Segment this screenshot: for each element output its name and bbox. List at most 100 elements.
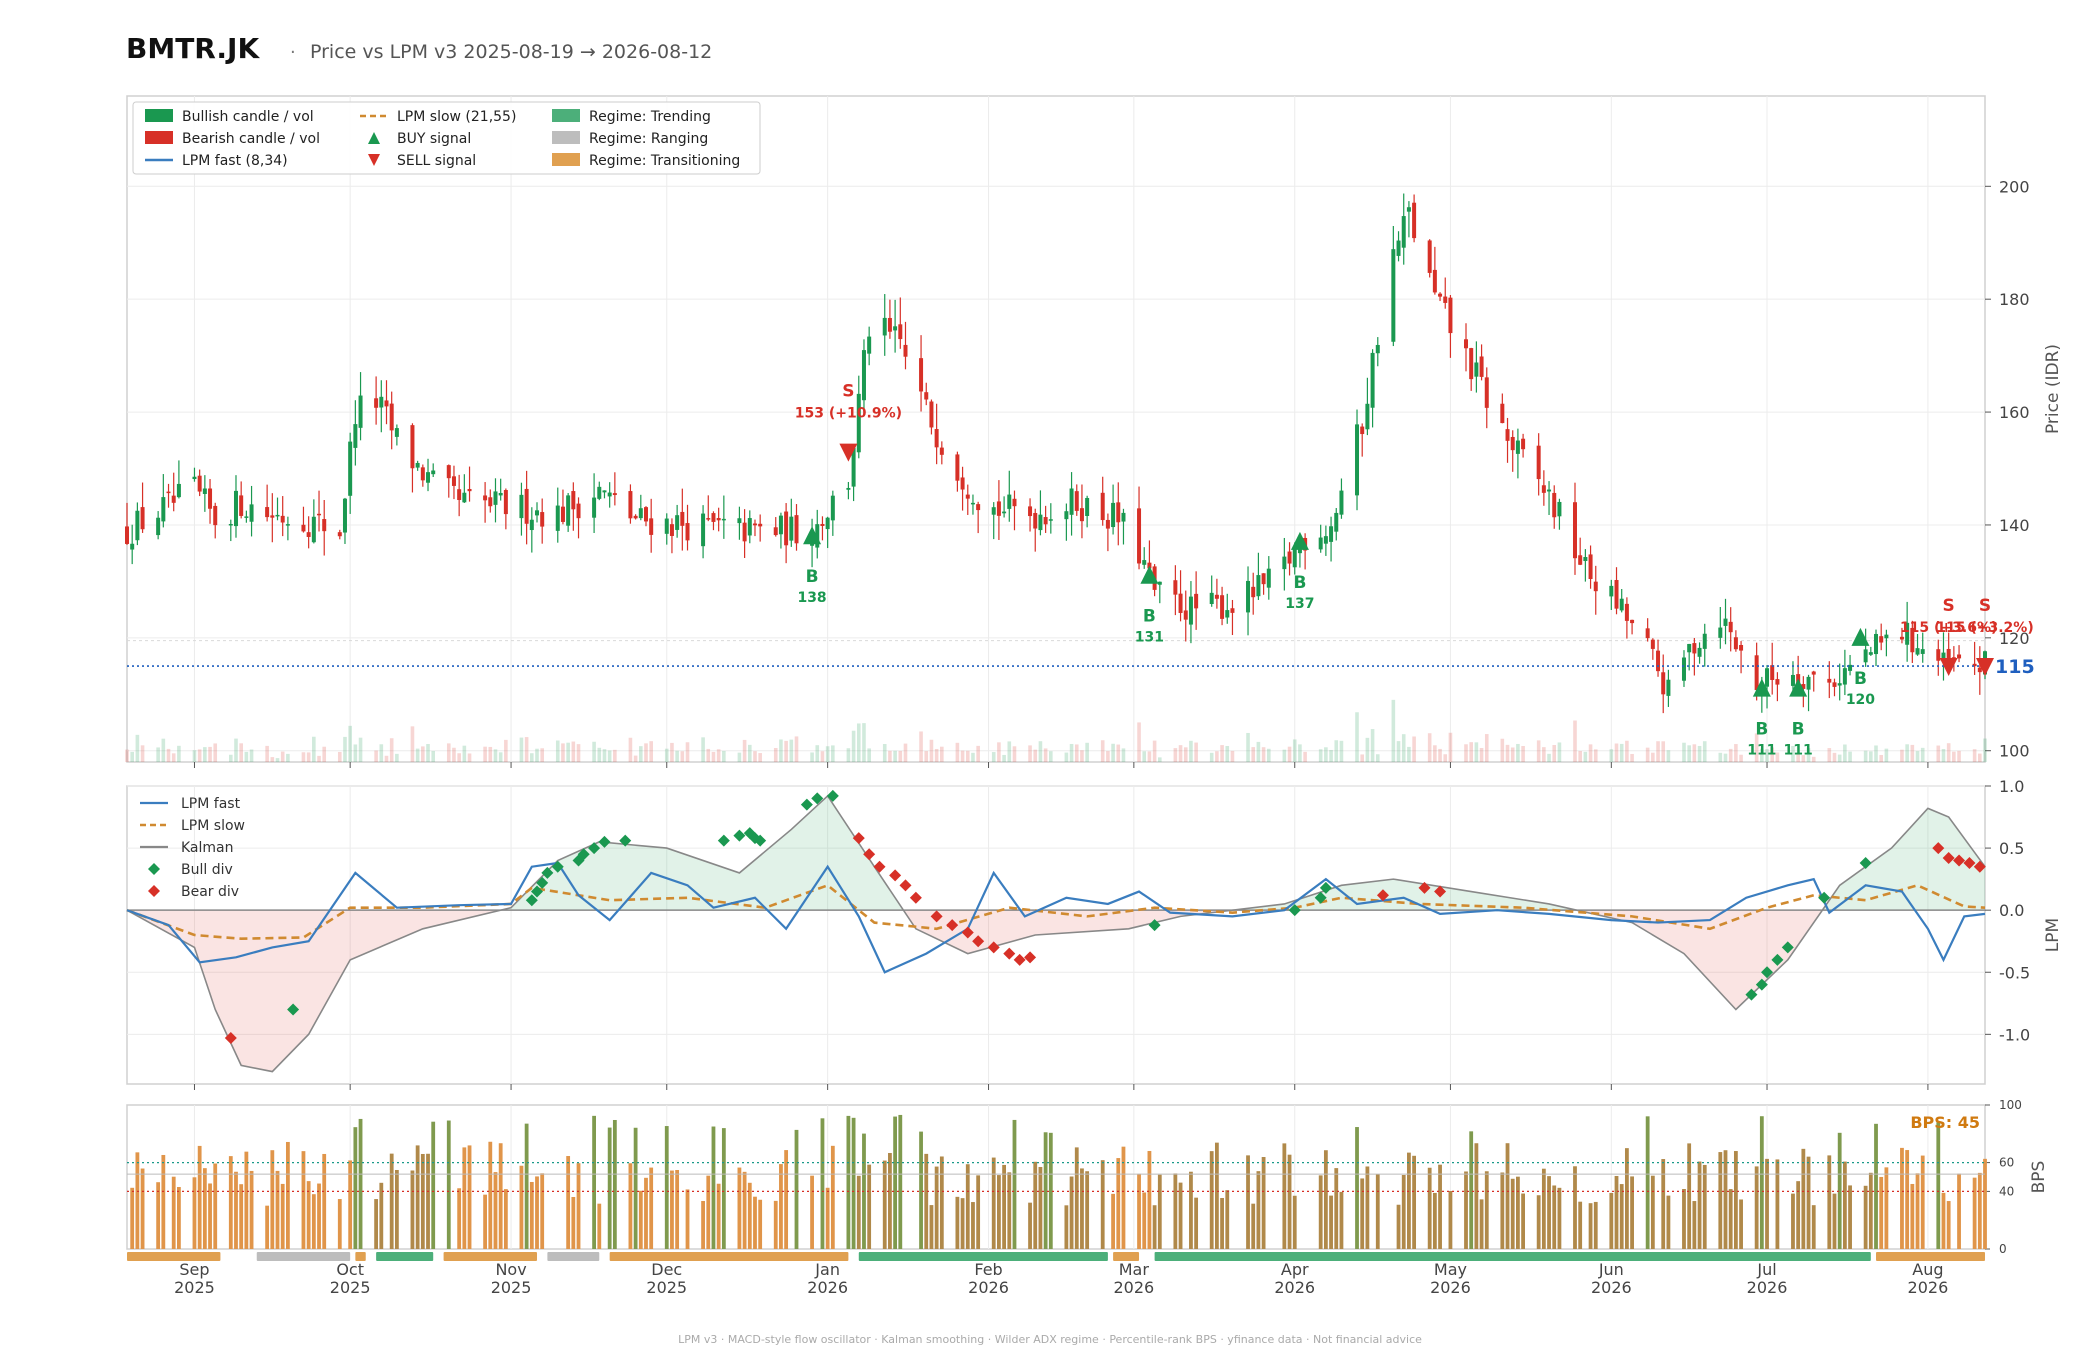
bps-axis-label: BPS — [2029, 1161, 2049, 1194]
volume-bar — [1651, 752, 1655, 762]
volume-bar — [628, 737, 633, 762]
bps-bar — [1007, 1172, 1012, 1249]
candle-body — [737, 518, 742, 524]
bear-div-marker — [961, 926, 974, 939]
candle-body — [1811, 671, 1816, 675]
candle-body — [1469, 348, 1474, 380]
candle-body — [280, 515, 285, 523]
volume-bar — [166, 748, 171, 762]
bps-bar — [1832, 1193, 1837, 1249]
buy-signal-price: 137 — [1285, 596, 1314, 612]
bps-bar — [420, 1153, 425, 1249]
volume-bar — [1391, 699, 1396, 762]
bps-bar — [322, 1153, 327, 1249]
x-tick-year: 2025 — [174, 1278, 215, 1297]
volume-bar — [851, 730, 856, 762]
bps-bar — [1666, 1195, 1671, 1249]
volume-bar — [1038, 741, 1043, 762]
bps-bar — [1941, 1192, 1946, 1249]
bps-bar — [830, 1145, 835, 1249]
bps-bar — [265, 1205, 270, 1249]
x-tick-year: 2026 — [1908, 1278, 1949, 1297]
volume-bar — [753, 751, 757, 762]
bps-bar — [1765, 1158, 1769, 1249]
bps-bar — [1868, 1172, 1873, 1249]
buy-signal-marker — [803, 526, 822, 545]
candle-body — [820, 523, 825, 526]
bps-bar — [483, 1194, 488, 1249]
candle-body — [1318, 537, 1323, 550]
candle-body — [1848, 664, 1853, 671]
x-tick-month: Jul — [1756, 1260, 1776, 1279]
candle-body — [1251, 586, 1256, 598]
candle-body — [1650, 639, 1655, 649]
bps-bar — [306, 1181, 311, 1249]
candle-body — [1121, 512, 1126, 522]
volume-bar — [192, 750, 197, 762]
candle-body — [576, 503, 581, 519]
bps-bar — [820, 1118, 825, 1249]
volume-bar — [919, 731, 923, 762]
candle-body — [1370, 352, 1375, 408]
bps-bar — [934, 1166, 939, 1249]
bps-bar — [1692, 1201, 1697, 1249]
regime-segment — [1113, 1252, 1140, 1261]
x-tick-year: 2026 — [1747, 1278, 1788, 1297]
bps-bar — [1375, 1174, 1380, 1249]
volume-bar — [1479, 748, 1484, 762]
bps-bar — [1287, 1154, 1292, 1249]
volume-bar — [1106, 751, 1110, 762]
bull-div-marker — [619, 834, 632, 847]
buy-signal-letter: B — [1755, 720, 1768, 740]
candle-body — [337, 532, 342, 537]
candle-body — [1282, 556, 1287, 570]
candle-body — [794, 515, 799, 544]
legend-entry: Bullish candle / vol — [182, 109, 314, 125]
bps-bar — [1983, 1158, 1987, 1249]
candle-body — [778, 515, 783, 535]
candle-body — [161, 497, 166, 522]
bps-bar — [275, 1170, 280, 1249]
candle-body — [1183, 610, 1188, 620]
candle-body — [1874, 633, 1879, 655]
bps-bar — [664, 1126, 669, 1249]
volume-bar — [275, 758, 280, 762]
bull-div-marker — [1314, 891, 1327, 904]
x-tick-month: Sep — [179, 1260, 209, 1279]
bps-bar — [1879, 1176, 1884, 1249]
candle-body — [560, 506, 565, 522]
bps-bar — [1251, 1203, 1256, 1249]
bps-bar — [1541, 1168, 1546, 1249]
volume-bar — [784, 740, 788, 762]
candle-body — [924, 392, 929, 400]
volume-bar — [161, 738, 166, 762]
volume-bar — [1251, 747, 1256, 762]
bps-bar — [426, 1153, 430, 1249]
volume-bar — [1318, 749, 1323, 762]
bull-div-marker — [1859, 856, 1872, 869]
x-tick-year: 2026 — [807, 1278, 848, 1297]
bps-bar — [529, 1181, 534, 1249]
volume-bar — [856, 723, 861, 762]
volume-bar — [576, 744, 581, 762]
volume-bar — [203, 747, 207, 762]
legend-swatch — [148, 863, 160, 875]
volume-bar — [1469, 742, 1473, 762]
candle-body — [410, 425, 415, 469]
candle-body — [529, 519, 534, 531]
volume-bar — [467, 753, 472, 762]
bps-bar — [431, 1121, 436, 1249]
bear-div-marker — [1973, 860, 1986, 873]
candle-body — [171, 495, 176, 503]
bps-bar — [1142, 1192, 1147, 1249]
candle-body — [1396, 240, 1401, 256]
candle-body — [1936, 649, 1941, 661]
legend-entry: LPM fast (8,34) — [182, 153, 288, 169]
x-tick-month: May — [1434, 1260, 1467, 1279]
candle-body — [1578, 555, 1583, 565]
bps-bar — [1261, 1157, 1266, 1249]
volume-bar — [664, 748, 669, 762]
x-tick-year: 2025 — [491, 1278, 532, 1297]
candle-body — [213, 505, 218, 526]
candle-body — [1910, 627, 1915, 653]
